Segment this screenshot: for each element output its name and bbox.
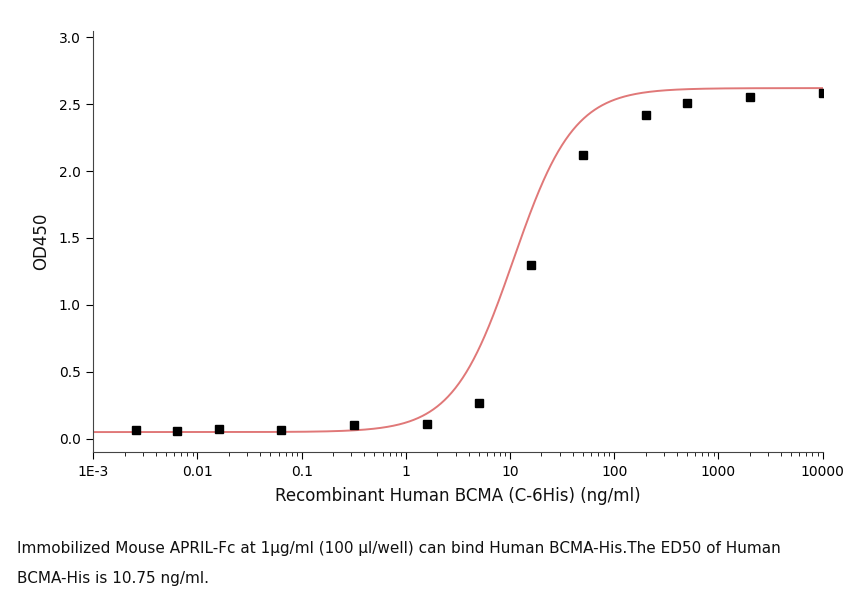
- X-axis label: Recombinant Human BCMA (C-6His) (ng/ml): Recombinant Human BCMA (C-6His) (ng/ml): [275, 487, 641, 505]
- Text: BCMA-His is 10.75 ng/ml.: BCMA-His is 10.75 ng/ml.: [17, 571, 209, 587]
- Y-axis label: OD450: OD450: [32, 213, 50, 270]
- Text: Immobilized Mouse APRIL-Fc at 1μg/ml (100 μl/well) can bind Human BCMA-His.The E: Immobilized Mouse APRIL-Fc at 1μg/ml (10…: [17, 541, 781, 556]
